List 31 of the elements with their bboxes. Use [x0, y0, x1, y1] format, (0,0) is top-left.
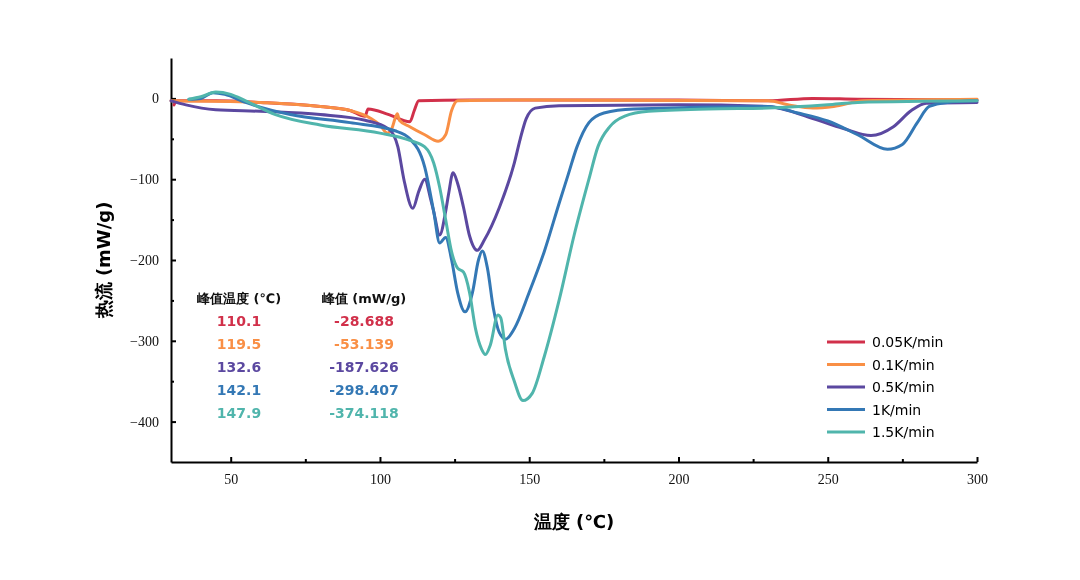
line-series: [187, 90, 979, 403]
x-tick-label: 300: [967, 471, 988, 487]
y-tick-label: −200: [130, 252, 159, 268]
legend-label: 1K/min: [872, 401, 922, 418]
y-tick-label: −100: [130, 172, 159, 188]
legend-label: 0.1K/min: [872, 356, 935, 373]
y-axis-title: 热流 (mW/g): [93, 201, 114, 320]
x-tick-label: 100: [369, 471, 391, 487]
y-tick-label: 0: [152, 91, 159, 107]
annotation: -187.626: [329, 359, 399, 375]
legend-label: 0.05K/min: [872, 334, 944, 350]
annotation: 119.5: [216, 336, 262, 352]
annotation: 峰值 (mW/g): [321, 291, 407, 306]
x-tick-label: 50: [224, 471, 239, 487]
annotation: -28.688: [334, 313, 394, 329]
x-tick-label: 200: [668, 471, 690, 487]
annotation: 142.1: [216, 382, 262, 398]
annotation: -298.407: [329, 382, 399, 398]
y-tick-label: −300: [130, 333, 159, 349]
x-tick-label: 150: [519, 471, 541, 487]
x-axis-title: 温度 (℃): [532, 511, 615, 532]
annotation: -374.118: [329, 405, 399, 421]
legend-label: 1.5K/min: [872, 424, 935, 440]
x-tick-label: 250: [817, 471, 839, 487]
annotation: -53.139: [334, 336, 394, 352]
annotation: 110.1: [216, 313, 262, 329]
y-tick-label: −400: [130, 414, 159, 430]
legend-label: 0.5K/min: [872, 379, 935, 395]
annotation: 147.9: [216, 405, 262, 421]
annotation: 峰值温度 (℃): [196, 291, 282, 306]
annotation: 132.6: [216, 359, 262, 375]
